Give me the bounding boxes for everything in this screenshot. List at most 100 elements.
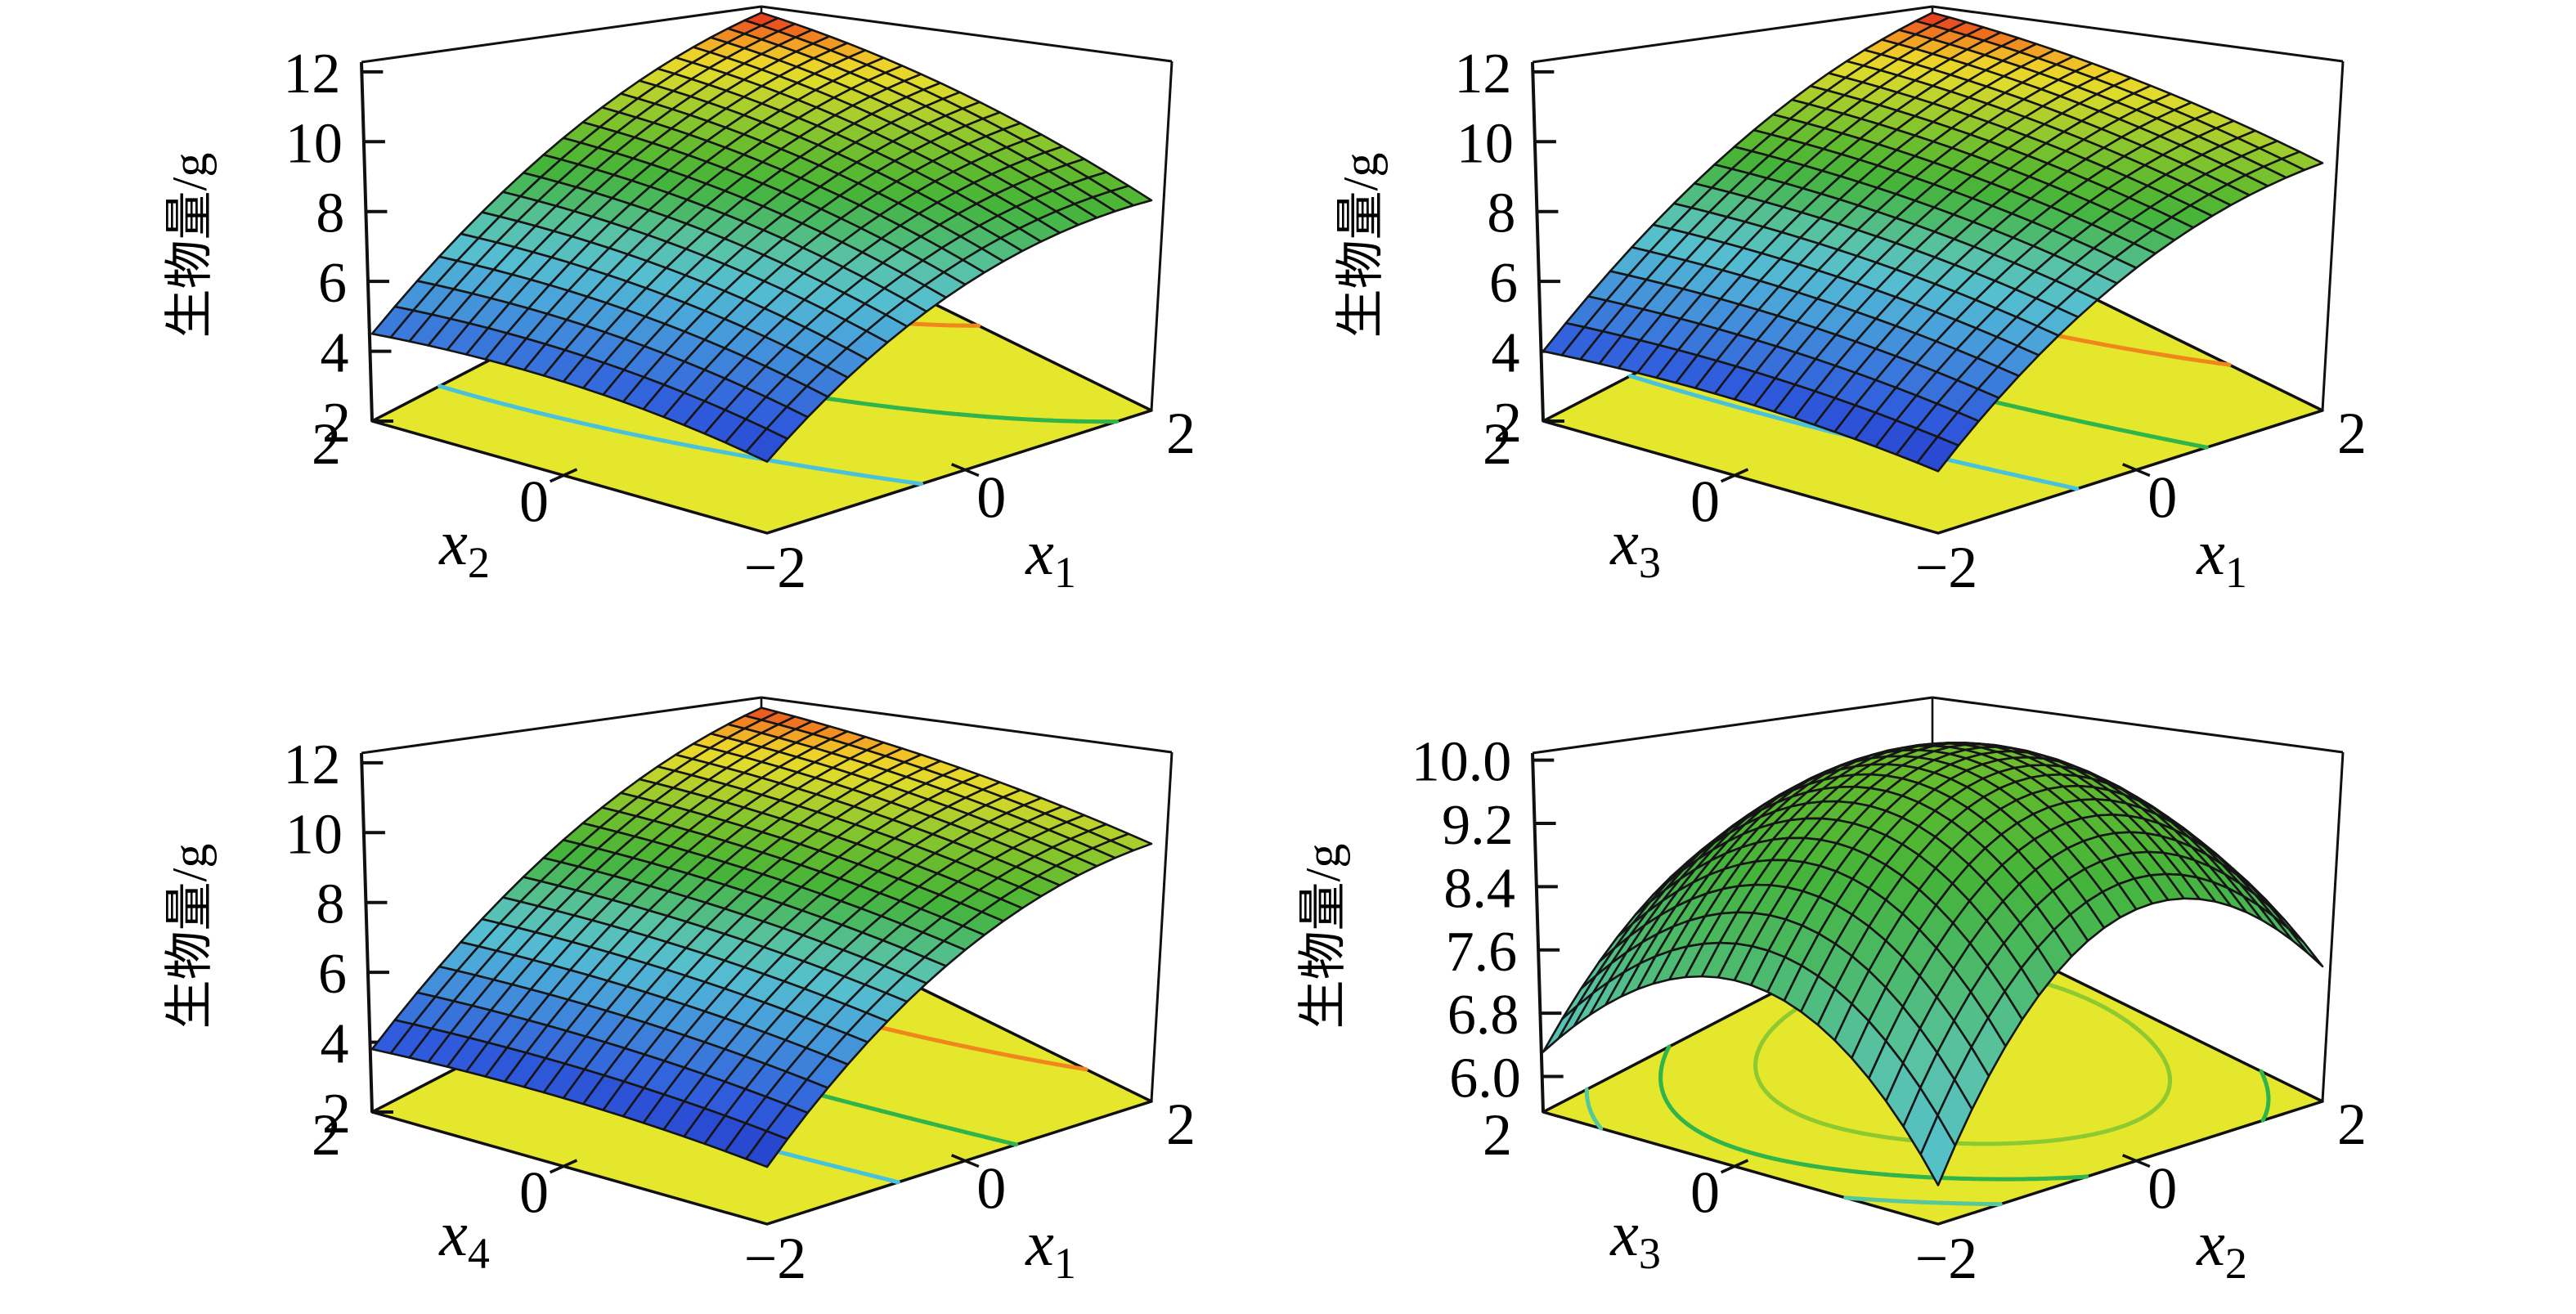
- y-tick-label: 0: [519, 1159, 549, 1225]
- z-axis-line: [1531, 61, 1545, 422]
- z-tick-label: 2: [1493, 392, 1522, 455]
- contour-level-8: [2192, 442, 2201, 448]
- contour-level-10: [907, 1032, 918, 1038]
- contour-level-8: [1849, 1168, 1860, 1174]
- y-axis-name: x3: [1609, 1198, 1661, 1278]
- z-axis-line: [360, 752, 374, 1113]
- surface-quad: [745, 1129, 789, 1168]
- contour-level-6: [1737, 406, 1744, 410]
- z-tick-label: 10: [285, 112, 343, 175]
- y-tick-label: 0: [519, 469, 549, 534]
- z-tick-label: 12: [283, 733, 340, 796]
- contour-level-8: [2162, 437, 2170, 442]
- contour-level-6: [1789, 419, 1797, 424]
- z-axis-line: [360, 61, 374, 422]
- z-tick-label: 8: [316, 873, 344, 936]
- z-tick-label: 6: [318, 252, 347, 315]
- contour-level-8: [940, 410, 953, 416]
- x-axis-name: x2: [2196, 1208, 2247, 1288]
- x-tick-label: 0: [2147, 465, 2177, 531]
- floor-contours: [1584, 926, 2271, 1207]
- contour-level-8: [856, 401, 869, 406]
- contour-level-6: [1960, 460, 1968, 466]
- contour-level-8: [2178, 440, 2185, 445]
- z-tick-label: 7.6: [1446, 921, 1518, 984]
- z-tick-label: 4: [1491, 322, 1519, 385]
- z-axis-ticks: 2 4 6 8 10 12: [1454, 43, 1564, 455]
- surface-quad: [1919, 1114, 1957, 1186]
- z-axis-name: 生物量/g: [163, 844, 217, 1029]
- contour-level-6: [437, 383, 447, 390]
- x-axis-name: x1: [1025, 1208, 1076, 1288]
- box-top-left-edge: [1532, 696, 1933, 755]
- contour-level-10: [2194, 357, 2204, 363]
- z-tick-label: 4: [320, 322, 348, 385]
- x-tick-label: −2: [1915, 1226, 1978, 1291]
- z-axis-line: [1531, 752, 1545, 1113]
- z-tick-label: 8.4: [1443, 857, 1515, 920]
- contour-level-6: [1628, 374, 1637, 379]
- contour-level-8: [2004, 402, 2015, 409]
- z-tick-label: 12: [283, 43, 340, 105]
- contour-level-10: [1035, 1059, 1043, 1064]
- box-right-edge: [2321, 751, 2345, 1102]
- contour-level-6: [800, 1155, 807, 1161]
- contour-level-10: [2147, 350, 2154, 356]
- contour-level-9: [1825, 1123, 1835, 1129]
- x-tick-label: 2: [1166, 1092, 1196, 1157]
- y-zero-tick: [549, 1159, 578, 1174]
- z-axis-ticks: 2 4 6 8 10 12: [283, 733, 393, 1146]
- z-tick-label: 4: [320, 1013, 348, 1076]
- contour-level-9: [2070, 1135, 2079, 1141]
- axis-labels: −2 0 2 2 0 x1 x2: [312, 401, 1196, 600]
- x-zero-tick: [950, 1154, 980, 1168]
- contour-level-8: [2044, 411, 2054, 418]
- contour-level-8: [1001, 1139, 1012, 1146]
- contour-level-8: [830, 1096, 838, 1101]
- contour-level-8: [882, 404, 893, 410]
- contour-level-8: [1829, 1166, 1839, 1172]
- z-tick-label: 6.0: [1449, 1047, 1521, 1110]
- contour-level-6: [2012, 473, 2019, 478]
- box-right-edge: [1150, 61, 1174, 411]
- z-tick-label: 9.2: [1442, 794, 1514, 857]
- y-zero-tick: [1720, 1159, 1749, 1174]
- contour-level-10: [2183, 356, 2195, 362]
- axis-labels: −2 0 2 2 0 x1 x3: [1483, 401, 2367, 600]
- y-zero-tick: [549, 468, 578, 483]
- z-tick-label: 6.8: [1447, 984, 1519, 1047]
- contour-level-8: [906, 406, 918, 412]
- contour-level-10: [2134, 348, 2147, 354]
- z-axis-ticks: 6.06.87.68.49.210.0: [1411, 731, 1564, 1110]
- z-tick-label: 2: [322, 392, 351, 455]
- box-top-left-edge: [1532, 5, 1933, 64]
- z-tick-label: 10: [1456, 112, 1514, 175]
- contour-level-8: [877, 1108, 888, 1114]
- contour-level-10: [996, 1051, 1004, 1056]
- contour-level-6: [2035, 478, 2046, 484]
- surface-mesh: [370, 706, 1153, 1168]
- contour-level-8: [829, 397, 839, 402]
- z-axis-name: 生物量/g: [1296, 844, 1350, 1029]
- x-tick-label: 0: [976, 465, 1006, 531]
- contour-level-9: [2054, 984, 2064, 991]
- z-tick-label: 6: [1489, 252, 1518, 315]
- contour-level-8: [2080, 419, 2089, 425]
- contour-level-6: [1663, 384, 1670, 390]
- box-top-left-edge: [361, 5, 762, 64]
- axis-labels: −2 0 2 2 0 x1 x4: [312, 1092, 1196, 1291]
- x-tick-label: 2: [1166, 401, 1196, 466]
- contour-level-10: [1023, 1056, 1035, 1062]
- surface-mesh: [370, 11, 1153, 463]
- y-tick-label: 2: [1483, 411, 1512, 477]
- panel-biomass-vs-x2-x3: 6.06.87.68.49.210.0 −2 0 2 2 0 x2 x3 生物量/g: [1296, 696, 2367, 1291]
- contour-level-10: [2121, 346, 2131, 352]
- contour-level-10: [1048, 1061, 1060, 1067]
- contour-level-6: [846, 471, 854, 476]
- z-tick-label: 8: [1487, 182, 1515, 245]
- z-axis-name: 生物量/g: [163, 153, 217, 339]
- contour-level-9: [1860, 1131, 1869, 1137]
- contour-level-8: [2098, 424, 2110, 429]
